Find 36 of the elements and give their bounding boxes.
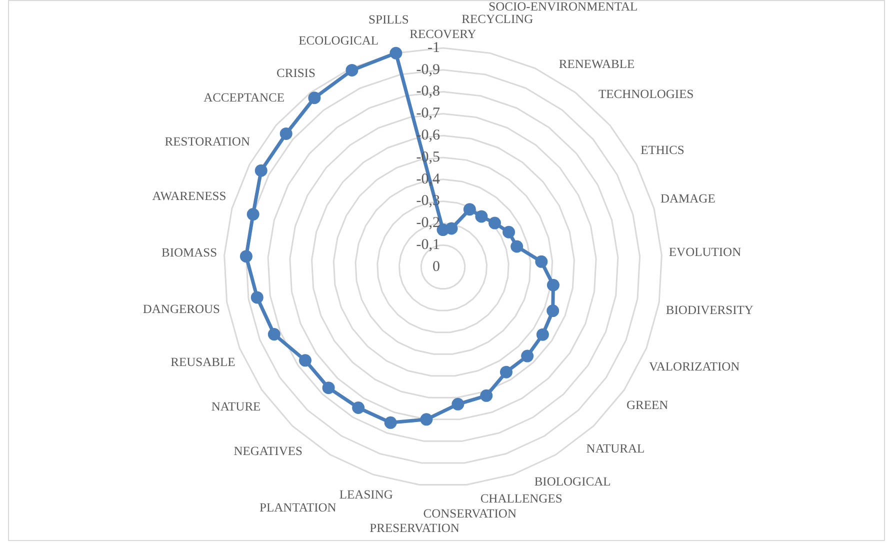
spoke-label: AWARENESS [152, 188, 226, 203]
spoke-label: DANGEROUS [142, 302, 220, 316]
spoke-label: NEGATIVES [234, 444, 302, 458]
spoke-label: NATURE [211, 400, 262, 414]
spoke-label: SOCIO-ENVIRONMENTAL [488, 0, 638, 14]
spoke-label: REUSABLE [170, 354, 236, 369]
spoke-label: NATURAL [586, 441, 645, 456]
spoke-label: GREEN [626, 398, 668, 412]
spoke-label: ECOLOGICAL [298, 34, 379, 48]
spoke-label: RECOVERY [410, 26, 476, 41]
y-tick-label: -0,2 [416, 215, 440, 232]
spoke-label: BIODIVERSITY [666, 303, 754, 317]
spoke-label: CRISIS [276, 66, 316, 80]
y-tick-label: -1 [428, 40, 440, 56]
spoke-label: LEASING [339, 487, 393, 502]
spoke-label: TECHNOLOGIES [598, 86, 694, 101]
spoke-label: BIOLOGICAL [534, 474, 611, 489]
spoke-label: CHALLENGES [480, 492, 562, 506]
spoke-label: VALORIZATION [648, 359, 740, 374]
spoke-label: RECYCLING [462, 12, 534, 26]
y-tick-label: -0,8 [416, 84, 440, 100]
y-tick-label: -0,9 [416, 62, 440, 78]
spoke-label: PRESERVATION [370, 521, 460, 536]
spoke-label: DAMAGE [660, 191, 716, 206]
spoke-label: RESTORATION [164, 134, 250, 148]
spoke-label: RENEWABLE [558, 57, 635, 72]
spoke-label: SPILLS [368, 12, 409, 27]
spoke-label: ACCEPTANCE [204, 90, 285, 104]
y-tick-label: -0,1 [416, 237, 440, 254]
spoke-label: PLANTATION [260, 500, 336, 514]
y-tick-label: 0 [432, 258, 440, 275]
spoke-label: EVOLUTION [668, 245, 742, 260]
spoke-label: ETHICS [640, 142, 684, 157]
spoke-label: BIOMASS [161, 246, 218, 260]
spoke-label: CONSERVATION [423, 506, 516, 520]
y-tick-label: -0,7 [416, 106, 440, 122]
